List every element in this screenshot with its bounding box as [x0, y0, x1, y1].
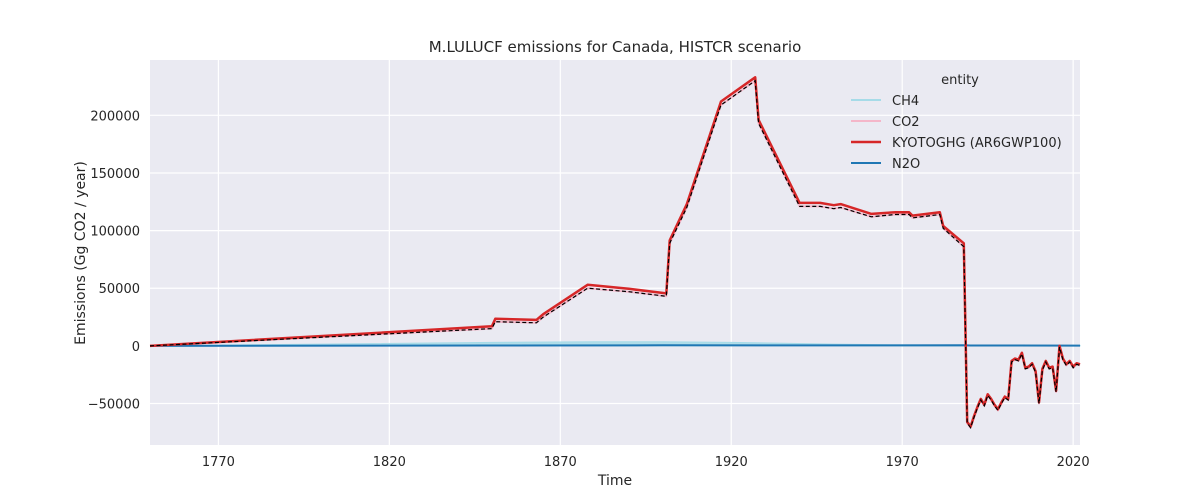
y-tick-label: −50000	[88, 398, 140, 413]
x-tick-label: 1870	[544, 455, 577, 470]
chart-title: M.LULUCF emissions for Canada, HISTCR sc…	[429, 38, 802, 56]
legend-label-n2o: N2O	[892, 157, 920, 172]
y-tick-label: 200000	[90, 109, 140, 124]
y-axis-title: Emissions (Gg CO2 / year)	[73, 161, 89, 345]
legend-title: entity	[941, 73, 979, 88]
tick-labels: 1770 1820 1870 1920 1970 2020 −50000 0 50000 1000…	[88, 109, 1090, 470]
y-tick-label: 50000	[99, 282, 140, 297]
legend-label-ch4: CH4	[892, 94, 919, 109]
legend-label-co2: CO2	[892, 115, 920, 130]
y-tick-label: 0	[132, 340, 140, 355]
x-tick-label: 1920	[715, 455, 748, 470]
total-dashed-line	[149, 79, 1081, 429]
plot-area	[150, 60, 1080, 445]
x-tick-label: 1770	[202, 455, 235, 470]
x-tick-label: 1820	[373, 455, 406, 470]
y-tick-label: 150000	[90, 167, 140, 182]
legend-label-kyotoghg-ar6gwp100: KYOTOGHG (AR6GWP100)	[892, 136, 1062, 151]
x-tick-label: 2020	[1057, 455, 1090, 470]
y-tick-label: 100000	[90, 225, 140, 240]
series-line-n2o	[149, 344, 1081, 347]
x-tick-label: 1970	[886, 455, 919, 470]
x-axis-title: Time	[597, 473, 632, 489]
series-lines	[149, 76, 1081, 429]
legend: entity CH4 CO2 KYOTOGHG (AR6GWP100) N2O	[851, 73, 1062, 172]
